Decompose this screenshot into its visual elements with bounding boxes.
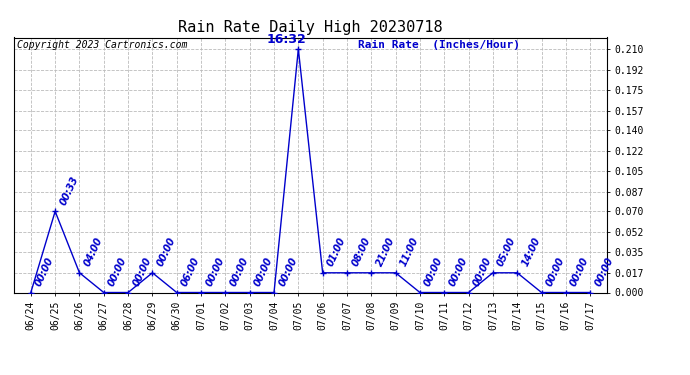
Text: 00:00: 00:00 bbox=[228, 256, 250, 288]
Text: 00:00: 00:00 bbox=[544, 256, 566, 288]
Text: 00:00: 00:00 bbox=[155, 236, 177, 268]
Text: 00:00: 00:00 bbox=[253, 256, 275, 288]
Text: 14:00: 14:00 bbox=[520, 236, 542, 268]
Title: Rain Rate Daily High 20230718: Rain Rate Daily High 20230718 bbox=[178, 20, 443, 35]
Text: 00:00: 00:00 bbox=[204, 256, 226, 288]
Text: Rain Rate  (Inches/Hour): Rain Rate (Inches/Hour) bbox=[358, 40, 520, 50]
Text: 00:00: 00:00 bbox=[447, 256, 469, 288]
Text: 00:00: 00:00 bbox=[569, 256, 591, 288]
Text: Copyright 2023 Cartronics.com: Copyright 2023 Cartronics.com bbox=[17, 40, 187, 50]
Text: 16:32: 16:32 bbox=[266, 33, 306, 46]
Text: 04:00: 04:00 bbox=[82, 236, 104, 268]
Text: 00:00: 00:00 bbox=[107, 256, 129, 288]
Text: 08:00: 08:00 bbox=[350, 236, 372, 268]
Text: 00:00: 00:00 bbox=[131, 256, 153, 288]
Text: 11:00: 11:00 bbox=[399, 236, 421, 268]
Text: 01:00: 01:00 bbox=[326, 236, 348, 268]
Text: 00:00: 00:00 bbox=[423, 256, 445, 288]
Text: 00:00: 00:00 bbox=[471, 256, 493, 288]
Text: 06:00: 06:00 bbox=[179, 256, 201, 288]
Text: 00:00: 00:00 bbox=[277, 256, 299, 288]
Text: 00:00: 00:00 bbox=[593, 256, 615, 288]
Text: 21:00: 21:00 bbox=[374, 236, 396, 268]
Text: 00:33: 00:33 bbox=[58, 174, 80, 207]
Text: 00:00: 00:00 bbox=[34, 256, 56, 288]
Text: 05:00: 05:00 bbox=[496, 236, 518, 268]
